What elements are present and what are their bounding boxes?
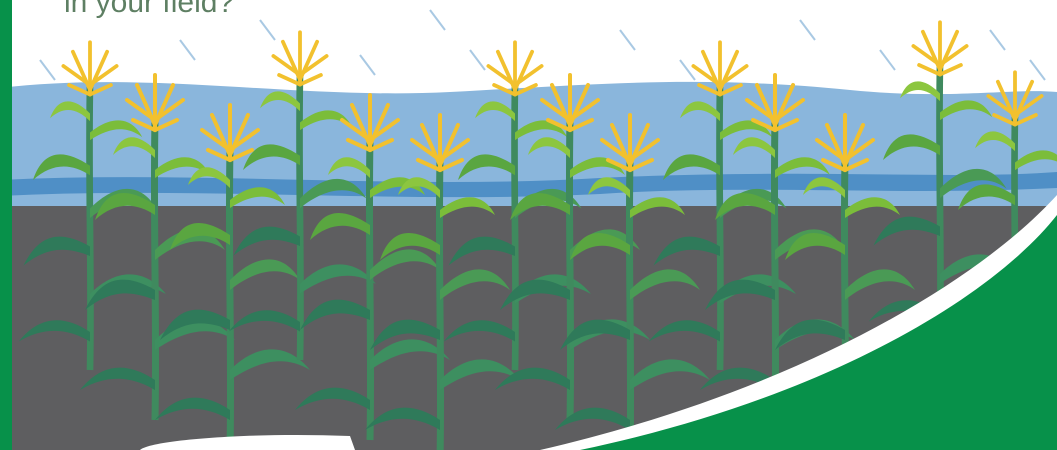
left-strip: [0, 0, 12, 450]
bottom-tab: [140, 434, 355, 450]
corner-panel: [580, 215, 1057, 450]
headline: in your field?: [64, 0, 234, 19]
rain: [39, 9, 1046, 81]
